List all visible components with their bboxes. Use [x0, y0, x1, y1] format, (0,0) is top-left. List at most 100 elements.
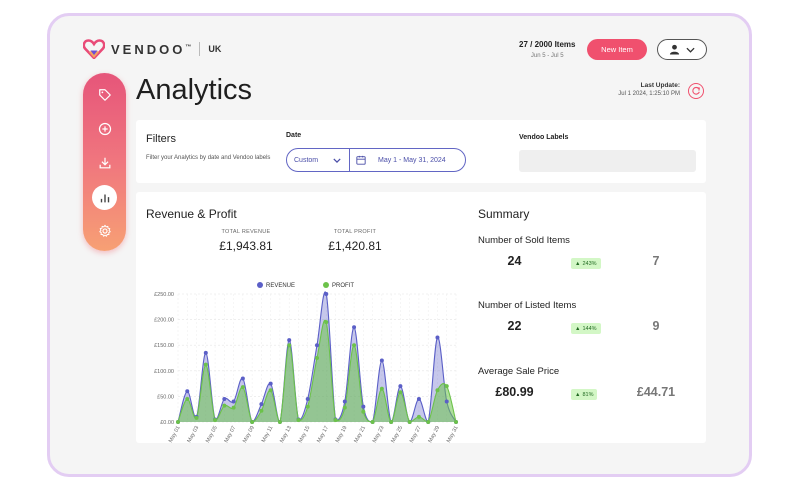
filters-panel: Filters Filter your Analytics by date an…: [136, 120, 706, 183]
total-revenue-label: TOTAL REVENUE: [221, 229, 271, 235]
summary-avg-price: Average Sale Price £80.99 ▲ 81% £44.71: [478, 366, 706, 405]
user-icon: [669, 44, 680, 55]
sidebar-item-settings[interactable]: [92, 218, 117, 243]
vendoo-logo[interactable]: VENDOO™ UK: [83, 39, 221, 59]
y-tick-label: £150.00: [154, 343, 174, 349]
x-tick-label: May 13: [279, 425, 293, 443]
logo-divider: [199, 42, 201, 56]
items-range: Jun 5 - Jul 5: [530, 53, 564, 59]
last-update-label: Last Update:: [640, 82, 680, 89]
legend-marker: [257, 282, 263, 288]
x-tick-label: May 09: [242, 425, 256, 443]
total-revenue-value: £1,943.81: [219, 239, 273, 253]
profit-point: [324, 320, 329, 325]
date-preset-select[interactable]: Custom: [287, 149, 350, 171]
revenue-point: [398, 384, 403, 389]
user-menu-button[interactable]: [657, 39, 707, 60]
revenue-point: [435, 335, 440, 340]
profit-point: [268, 388, 273, 393]
total-profit-value: £1,420.81: [328, 239, 382, 253]
date-range-picker[interactable]: May 1 - May 31, 2024: [350, 155, 446, 165]
profit-point: [426, 420, 431, 424]
y-tick-label: £200.00: [154, 318, 174, 324]
revenue-profit-chart: £0.00£50.00£100.00£150.00£200.00£250.00 …: [154, 282, 460, 443]
calendar-icon: [356, 155, 366, 165]
last-update: Last Update: Jul 1 2024, 1:25:10 PM: [595, 82, 680, 97]
avg-price-label: Average Sale Price: [478, 366, 560, 377]
sold-items-current: 24: [507, 254, 522, 268]
x-tick-label: May 25: [390, 425, 404, 443]
x-tick-label: May 19: [335, 425, 349, 443]
last-update-value: Jul 1 2024, 1:25:10 PM: [618, 91, 680, 97]
up-arrow-icon: ▲: [575, 391, 581, 398]
revenue-profit-title: Revenue & Profit: [146, 207, 237, 221]
profit-point: [454, 420, 458, 424]
sidebar-item-import[interactable]: [92, 150, 117, 175]
avg-price-current: £80.99: [495, 385, 534, 399]
tag-icon: [98, 88, 111, 101]
listed-items-previous: 9: [652, 319, 660, 333]
x-tick-label: May 31: [446, 425, 460, 443]
profit-point: [389, 420, 394, 424]
brand-name: VENDOO™: [111, 41, 192, 57]
x-tick-label: May 11: [261, 425, 275, 443]
gear-icon: [98, 224, 111, 237]
profit-point: [444, 384, 449, 389]
items-counter: 27 / 2000 Items Jun 5 - Jul 5: [519, 40, 575, 59]
x-tick-label: May 05: [205, 425, 219, 443]
revenue-point: [203, 350, 208, 355]
revenue-point: [342, 399, 347, 404]
sidebar-item-tags[interactable]: [92, 82, 117, 107]
app-frame: VENDOO™ UK 27 / 2000 Items Jun 5 - Jul 5…: [47, 13, 752, 477]
summary-panel: Summary Number of Sold Items 24 ▲ 243% 7 …: [478, 192, 706, 443]
vendoo-labels-select[interactable]: [519, 150, 696, 172]
revenue-point: [185, 389, 190, 394]
profit-point: [398, 390, 403, 395]
avg-price-change-badge: ▲ 81%: [571, 389, 598, 400]
profit-point: [222, 403, 227, 408]
refresh-button[interactable]: [688, 83, 704, 99]
revenue-point: [231, 399, 236, 404]
date-preset-value: Custom: [294, 156, 319, 164]
new-item-button[interactable]: New Item: [587, 39, 647, 60]
summary-listed-items: Number of Listed Items 22 ▲ 144% 9: [478, 300, 706, 339]
up-arrow-icon: ▲: [575, 260, 581, 267]
x-tick-label: May 17: [316, 425, 330, 443]
total-profit-label: TOTAL PROFIT: [333, 229, 377, 235]
chevron-down-icon: [686, 47, 695, 53]
profit-point: [240, 385, 245, 390]
sold-items-label: Number of Sold Items: [478, 235, 570, 246]
profit-point: [305, 404, 310, 409]
sidebar: [83, 73, 126, 251]
y-tick-label: £0.00: [160, 420, 174, 426]
revenue-point: [352, 325, 357, 330]
sidebar-item-analytics[interactable]: [92, 185, 117, 210]
listed-items-change-badge: ▲ 144%: [571, 323, 601, 334]
profit-point: [296, 417, 301, 422]
profit-point: [361, 409, 366, 414]
summary-title: Summary: [478, 207, 530, 221]
revenue-point: [240, 376, 245, 381]
avg-price-previous: £44.71: [636, 385, 676, 399]
revenue-point: [361, 404, 366, 409]
revenue-point: [305, 396, 310, 401]
profit-area: [178, 320, 456, 422]
date-filter: Custom May 1 - May 31, 2024: [286, 148, 466, 172]
date-range-value: May 1 - May 31, 2024: [378, 156, 446, 164]
profit-point: [194, 415, 199, 420]
revenue-point: [416, 396, 421, 401]
y-tick-label: £100.00: [154, 369, 174, 375]
profit-point: [407, 420, 412, 424]
listed-items-label: Number of Listed Items: [478, 300, 577, 311]
listed-items-current: 22: [507, 319, 522, 333]
sold-items-change-badge: ▲ 243%: [571, 258, 601, 269]
profit-point: [416, 414, 421, 419]
profit-point: [379, 386, 384, 391]
profit-point: [213, 417, 218, 422]
sidebar-item-add[interactable]: [92, 116, 117, 141]
profit-point: [315, 356, 319, 360]
analytics-card: Revenue & Profit TOTAL REVENUE £1,943.81…: [136, 192, 706, 443]
filters-title: Filters: [146, 133, 176, 145]
profit-point: [352, 343, 357, 348]
x-tick-label: May 21: [353, 425, 367, 443]
